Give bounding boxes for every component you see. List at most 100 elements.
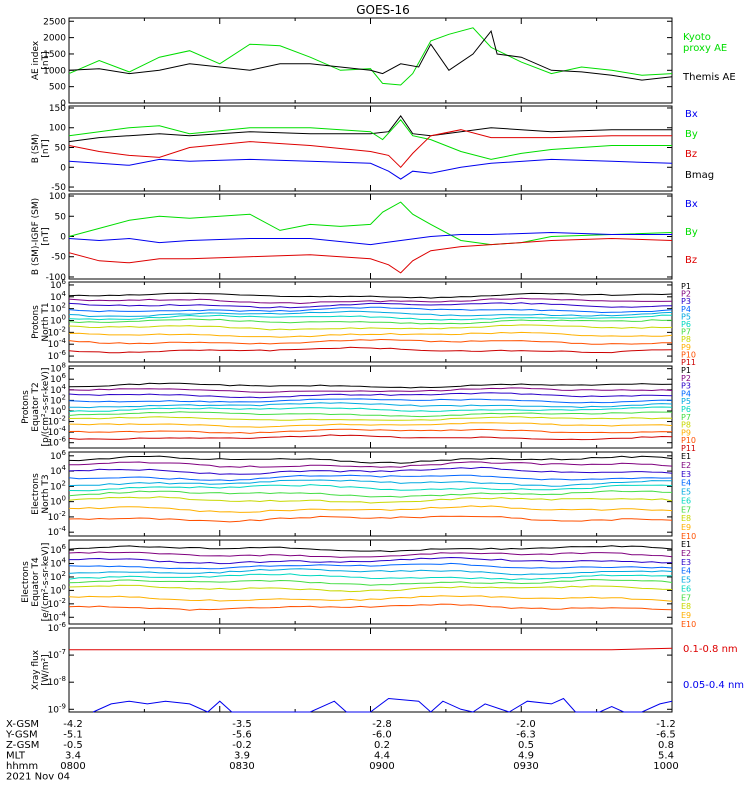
y-tick-label: 102 <box>50 302 66 315</box>
channel-trace-E9 <box>68 595 673 602</box>
channel-label: P7 <box>681 328 691 337</box>
y-axis-label: North T3 <box>41 474 51 513</box>
legend-entry: Bx <box>685 199 698 210</box>
y-axis-label: Electrons <box>31 473 41 515</box>
footer-value: 0.2 <box>374 740 390 751</box>
channel-label: E2 <box>681 461 691 470</box>
footer-value: 5.4 <box>658 751 674 762</box>
channel-label: E9 <box>681 611 691 620</box>
channel-trace-P7 <box>68 411 672 418</box>
footer-value: 3.4 <box>65 751 81 762</box>
y-tick-label: 106 <box>50 449 66 462</box>
channel-trace-P6 <box>68 406 673 413</box>
channel-label: P11 <box>681 358 696 367</box>
channel-trace-P11 <box>68 346 673 354</box>
y-tick-label: 100 <box>50 404 66 417</box>
channel-label: E6 <box>681 496 691 505</box>
channel-label: P6 <box>681 405 691 414</box>
series-line-1 <box>68 115 672 143</box>
channel-trace-P1 <box>68 292 673 299</box>
channel-trace-E1 <box>68 455 673 464</box>
series-line-1 <box>68 27 673 86</box>
y-tick-label: 10-6 <box>48 349 67 362</box>
y-tick-label: 102 <box>50 570 66 583</box>
y-tick-label: 106 <box>50 278 66 291</box>
channel-label: E6 <box>681 584 691 593</box>
channel-trace-E4 <box>68 474 673 482</box>
channel-trace-P4 <box>68 398 673 404</box>
channel-trace-P2 <box>68 387 673 393</box>
y-tick-label: 150 <box>49 104 66 114</box>
footer-value: -2.8 <box>372 719 392 730</box>
channel-label: E10 <box>681 532 696 541</box>
channel-label: E4 <box>681 567 691 576</box>
y-tick-label: 10-2 <box>48 325 66 338</box>
channel-trace-P1 <box>68 382 673 389</box>
y-tick-label: 10-2 <box>48 510 66 523</box>
channel-trace-P3 <box>68 392 673 399</box>
y-axis-label: Equator T4 <box>31 557 41 607</box>
footer-value: 1000 <box>653 761 678 772</box>
y-axis-label: [p/(cm²-s-sr-keV)] <box>41 368 51 447</box>
legend-entry: By <box>685 227 698 238</box>
channel-trace-P9 <box>68 422 673 428</box>
y-axis-label: Protons <box>21 390 31 424</box>
channel-trace-P4 <box>68 306 673 314</box>
y-tick-label: 50 <box>55 144 67 154</box>
panel-frame <box>68 105 673 192</box>
y-axis-label: B (SM)-IGRF (SM) <box>31 198 41 275</box>
y-tick-label: 1500 <box>43 50 66 60</box>
footer-value: -3.5 <box>232 719 252 730</box>
channel-label: P11 <box>681 444 696 453</box>
y-axis-label: North T1 <box>41 302 51 341</box>
series-line-3 <box>68 237 673 274</box>
y-tick-label: 108 <box>50 362 66 375</box>
series-line-2 <box>68 119 672 160</box>
footer-value: 4.4 <box>374 751 390 762</box>
footer-row-label: hhmm <box>6 761 38 772</box>
channel-label: E8 <box>681 514 691 523</box>
y-tick-label: 100 <box>50 495 66 508</box>
channel-label: E3 <box>681 558 691 567</box>
y-axis-label: AE index <box>31 40 41 80</box>
y-axis-label: [W/m²] <box>41 654 51 685</box>
y-axis-label: Xray flux <box>31 649 41 690</box>
channel-trace-E1 <box>68 545 673 553</box>
y-axis-label: Equator T2 <box>31 382 41 431</box>
legend-entry: Kyoto proxy AE <box>683 32 727 54</box>
channel-trace-E8 <box>68 496 673 504</box>
y-tick-label: 10-8 <box>48 675 66 688</box>
channel-label: E1 <box>681 452 691 461</box>
y-tick-label: 50 <box>55 212 67 222</box>
footer-value: -4.2 <box>63 719 83 730</box>
panel-1: 2500 2000 1500 1000 500 0 AE index [nT] Kyoto pro… <box>31 17 736 109</box>
footer-value: 0930 <box>513 761 538 772</box>
footer-value: -1.2 <box>656 719 676 730</box>
y-tick-label: 1000 <box>43 66 66 76</box>
channel-label: E5 <box>681 576 691 585</box>
channel-label: E7 <box>681 593 691 602</box>
y-tick-label: 10-4 <box>48 525 67 538</box>
legend-entry: Themis AE <box>682 72 736 83</box>
footer-value: -5.1 <box>63 730 83 741</box>
footer-value: -5.6 <box>232 730 252 741</box>
channel-label: E3 <box>681 470 691 479</box>
channel-trace-P11 <box>68 434 673 441</box>
channel-label: P8 <box>681 335 691 344</box>
channel-label: P1 <box>681 282 691 291</box>
panel-frame <box>68 627 673 713</box>
channel-label: P9 <box>681 343 691 352</box>
channel-label: P3 <box>681 297 691 306</box>
y-tick-label: -50 <box>51 183 66 193</box>
y-tick-label: 10-4 <box>48 425 67 438</box>
channel-label: E1 <box>681 540 691 549</box>
y-tick-label: 102 <box>50 393 66 406</box>
footer-row-label: Z-GSM <box>6 740 39 751</box>
channel-trace-E9 <box>68 505 673 513</box>
y-tick-label: 0 <box>60 233 66 243</box>
channel-trace-E3 <box>68 466 673 475</box>
